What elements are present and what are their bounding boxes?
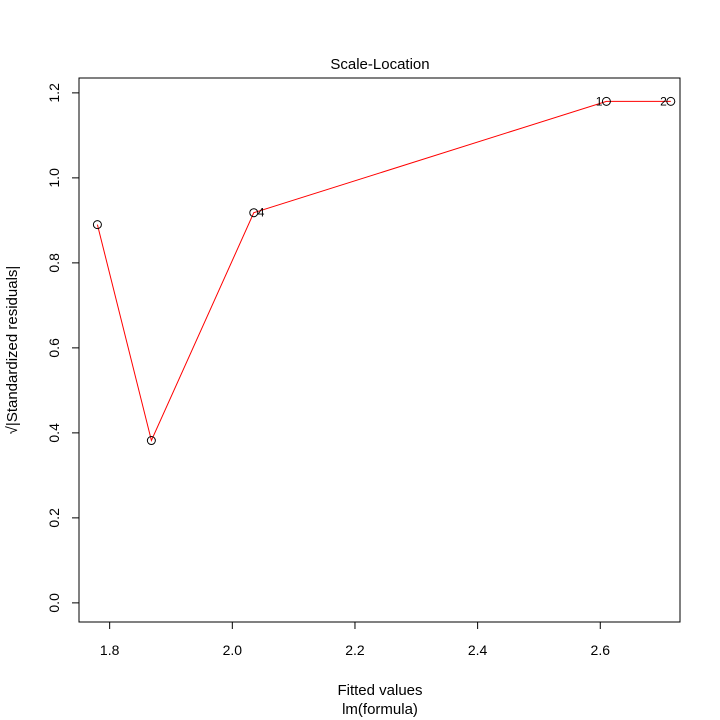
data-point: [249, 208, 259, 218]
x-tick-label: 2.0: [223, 642, 243, 658]
x-axis-subtitle: lm(formula): [342, 701, 418, 718]
x-tick-label: 2.6: [591, 642, 611, 658]
x-axis: 1.8 2.0 2.2 2.4 2.6: [100, 621, 611, 658]
y-tick-label: 0.6: [46, 338, 62, 358]
y-tick-label: 0.8: [46, 253, 62, 273]
y-tick-label: 1.0: [46, 168, 62, 188]
x-tick-label: 2.4: [468, 642, 488, 658]
smoother-layer: [96, 100, 671, 443]
data-point: [92, 220, 102, 230]
x-tick-label: 1.8: [100, 642, 120, 658]
data-point: [146, 436, 156, 446]
y-axis-title: √|Standardized residuals|: [4, 266, 21, 435]
plot-title: Scale-Location: [330, 56, 429, 73]
x-axis-title: Fitted values: [337, 682, 422, 699]
y-tick-label: 0.2: [46, 508, 62, 528]
points-layer: [92, 96, 676, 446]
smoother-line: [96, 100, 671, 443]
y-axis: 0.0 0.2 0.4 0.6 0.8 1.0 1.2: [46, 83, 80, 613]
y-tick-label: 0.0: [46, 593, 62, 613]
y-tick-label: 1.2: [46, 83, 62, 103]
point-label: 2: [660, 94, 667, 108]
point-label: 1: [596, 94, 603, 108]
y-tick-label: 0.4: [46, 423, 62, 443]
x-tick-label: 2.2: [345, 642, 365, 658]
data-point: [601, 96, 611, 106]
point-label: 4: [258, 206, 265, 220]
point-labels-layer: 4 1 2: [258, 94, 667, 219]
data-point: [666, 96, 676, 106]
